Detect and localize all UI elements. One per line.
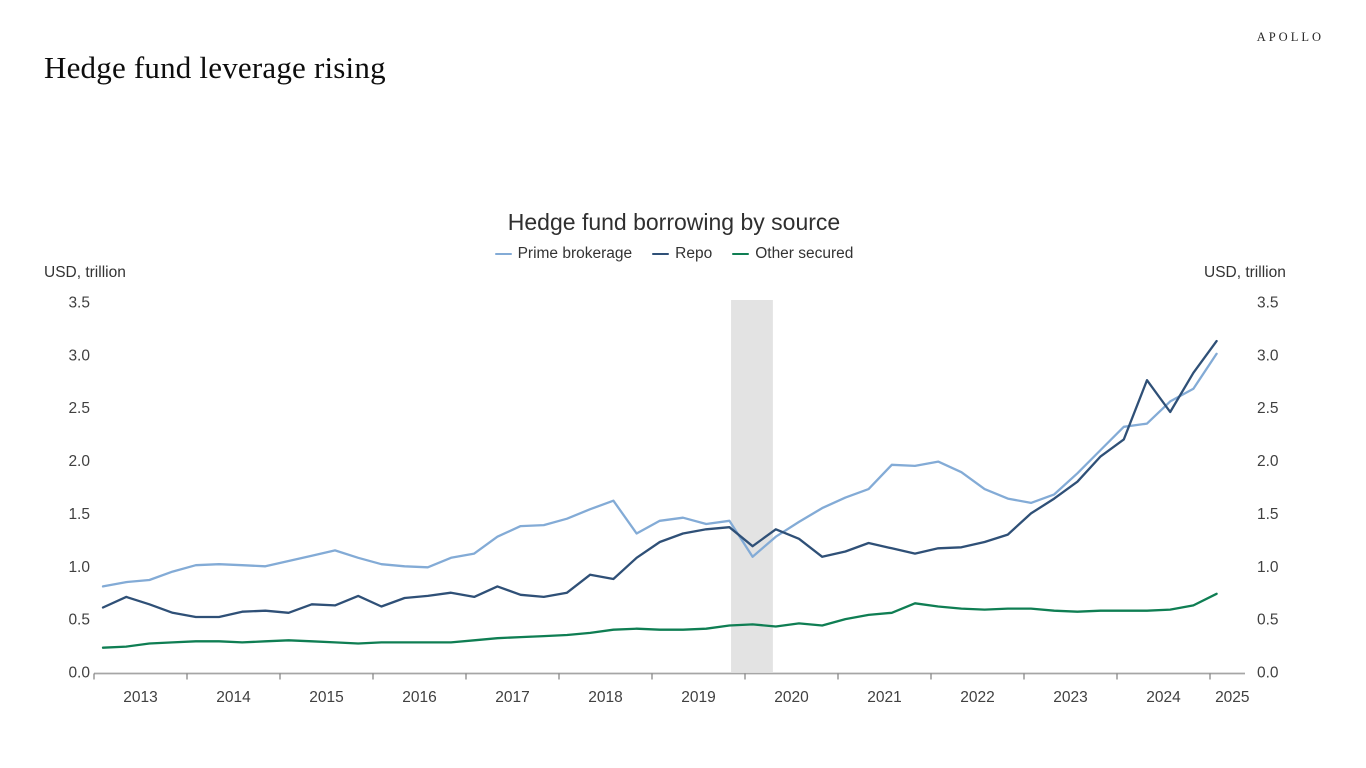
- legend-swatch-prime-brokerage: [494, 252, 512, 256]
- legend-label-other-secured: Other secured: [755, 245, 854, 262]
- y-tick-label-right: 3.5: [1257, 295, 1279, 312]
- x-tick-label: 2015: [309, 689, 343, 706]
- y-tick-label-left: 0.0: [68, 665, 90, 682]
- y-tick-label-right: 0.0: [1257, 665, 1279, 682]
- legend-swatch-repo: [652, 252, 670, 256]
- x-tick-label: 2020: [774, 689, 809, 706]
- chart-legend: Prime brokerage Repo Other secured: [244, 245, 1104, 263]
- series-line-other-secured: [101, 592, 1218, 649]
- x-tick-label: 2013: [123, 689, 157, 706]
- apollo-logo: APOLLO: [1256, 30, 1324, 44]
- y-tick-label-right: 0.5: [1257, 612, 1279, 629]
- y-tick-label-left: 3.5: [68, 295, 90, 312]
- x-tick-label: 2014: [216, 689, 251, 706]
- y-tick-label-right: 1.0: [1257, 559, 1279, 576]
- y-axis-unit-left: USD, trillion: [44, 264, 126, 281]
- y-tick-label-right: 2.0: [1257, 453, 1279, 470]
- series-line-repo: [101, 339, 1218, 619]
- x-tick-label: 2016: [402, 689, 436, 706]
- y-tick-label-left: 2.5: [68, 400, 90, 417]
- y-tick-label-left: 0.5: [68, 612, 90, 629]
- y-tick-label-left: 2.0: [68, 453, 90, 470]
- x-tick-label: 2019: [681, 689, 715, 706]
- legend-swatch-other-secured: [732, 252, 750, 256]
- y-tick-label-right: 2.5: [1257, 400, 1279, 417]
- page-title: Hedge fund leverage rising: [44, 50, 386, 85]
- x-tick-label: 2021: [867, 689, 901, 706]
- y-tick-label-left: 1.0: [68, 559, 90, 576]
- legend-label-repo: Repo: [675, 245, 713, 262]
- x-tick-label: 2022: [960, 689, 994, 706]
- y-tick-label-left: 3.0: [68, 347, 90, 364]
- y-axis-unit-right: USD, trillion: [1204, 264, 1286, 281]
- x-tick-label: 2017: [495, 689, 529, 706]
- legend-item-other-secured: Other secured: [732, 245, 853, 263]
- x-tick-label: 2023: [1053, 689, 1087, 706]
- y-tick-label-left: 1.5: [68, 506, 90, 523]
- y-tick-label-right: 1.5: [1257, 506, 1279, 523]
- x-tick-label: 2018: [588, 689, 622, 706]
- legend-label-prime-brokerage: Prime brokerage: [517, 245, 633, 262]
- chart-title: Hedge fund borrowing by source: [507, 209, 841, 235]
- legend-item-prime-brokerage: Prime brokerage: [494, 245, 633, 263]
- series-line-prime-brokerage: [101, 352, 1218, 588]
- legend-item-repo: Repo: [652, 245, 712, 263]
- x-tick-label: 2024: [1146, 689, 1181, 706]
- y-tick-label-right: 3.0: [1257, 347, 1279, 364]
- x-tick-label: 2025: [1215, 689, 1249, 706]
- recession-band: [731, 300, 773, 672]
